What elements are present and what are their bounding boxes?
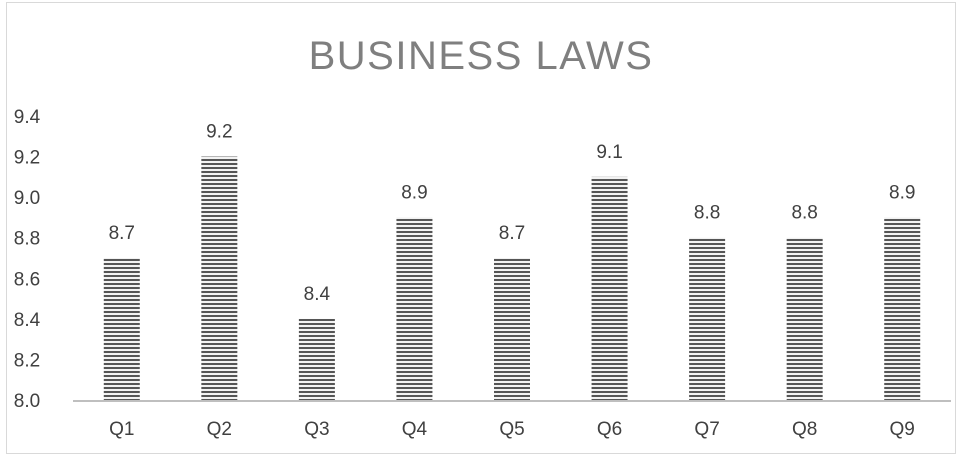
data-label: 9.2 <box>206 122 232 143</box>
x-tick-label: Q3 <box>304 419 329 440</box>
y-axis-ticks: 8.0 8.2 8.4 8.6 8.8 9.0 9.2 9.4 <box>14 107 41 412</box>
bar-q7 <box>689 237 726 400</box>
x-tick-label: Q4 <box>402 419 428 440</box>
data-label: 8.8 <box>694 203 720 224</box>
data-labels: 8.7 9.2 8.4 8.9 8.7 9.1 8.8 8.8 8.9 <box>109 122 916 305</box>
y-tick-label: 9.0 <box>14 188 40 209</box>
bar-q8 <box>786 237 823 400</box>
x-tick-label: Q6 <box>597 419 622 440</box>
data-label: 8.8 <box>791 203 817 224</box>
data-label: 8.7 <box>109 223 135 244</box>
data-label: 8.4 <box>304 284 331 305</box>
bar-q1 <box>103 258 140 400</box>
data-label: 8.9 <box>401 182 427 203</box>
y-tick-label: 8.2 <box>14 350 40 371</box>
y-tick-label: 8.6 <box>14 269 40 290</box>
bar-chart: BUSINESS LAWS 8.0 8.2 8.4 8.6 8.8 9.0 9.2 9.4 8… <box>14 34 951 440</box>
x-axis-ticks: Q1 Q2 Q3 Q4 Q5 Q6 Q7 Q8 Q9 <box>109 419 915 440</box>
bar-q6 <box>591 176 628 400</box>
y-tick-label: 9.4 <box>14 107 41 128</box>
x-tick-label: Q5 <box>499 419 524 440</box>
y-tick-label: 8.4 <box>14 310 41 331</box>
bars <box>103 156 921 400</box>
x-tick-label: Q9 <box>890 419 915 440</box>
x-tick-label: Q7 <box>694 419 719 440</box>
bar-q2 <box>201 156 238 400</box>
y-tick-label: 8.0 <box>14 391 40 412</box>
chart-title: BUSINESS LAWS <box>309 34 654 78</box>
bar-q9 <box>884 217 921 400</box>
data-label: 8.9 <box>889 182 915 203</box>
bar-q4 <box>396 217 433 400</box>
chart-frame: BUSINESS LAWS 8.0 8.2 8.4 8.6 8.8 9.0 9.2 9.4 8… <box>6 2 956 454</box>
x-tick-label: Q1 <box>109 419 134 440</box>
bar-q3 <box>298 318 335 400</box>
bar-q5 <box>494 258 530 400</box>
y-tick-label: 8.8 <box>14 229 40 250</box>
y-tick-label: 9.2 <box>14 148 40 169</box>
data-label: 9.1 <box>596 142 622 163</box>
data-label: 8.7 <box>499 223 525 244</box>
x-tick-label: Q2 <box>207 419 232 440</box>
x-tick-label: Q8 <box>792 419 817 440</box>
